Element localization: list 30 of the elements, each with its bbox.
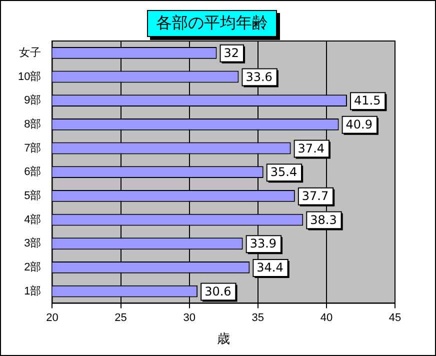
y-tick-label: 3部 [24,236,42,250]
y-tick-label: 2部 [24,260,42,274]
data-label: 37.7 [302,189,329,204]
data-label: 33.9 [250,236,277,251]
y-tick-label: 7部 [24,141,42,154]
x-tick-label: 40 [320,312,333,324]
x-tick-label: 20 [46,312,58,324]
y-tick-label: 9部 [24,94,42,107]
x-tick-label: 30 [183,312,196,324]
data-label: 34.4 [256,260,284,275]
y-tick-label: 8部 [24,117,42,130]
data-label: 30.6 [204,284,232,298]
data-label: 41.5 [354,94,381,108]
data-label: 33.6 [246,70,272,84]
y-tick-label: 5部 [24,188,42,202]
x-tick-label: 35 [252,312,264,324]
data-label: 37.4 [298,141,325,156]
y-tick-label: 10部 [18,70,42,83]
y-tick-label: 女子 [19,46,42,59]
y-tick-label: 1部 [24,284,42,298]
data-label: 35.4 [270,165,298,180]
x-tick-label: 45 [388,312,402,324]
x-axis-title: 歳 [217,330,230,346]
data-label: 40.9 [346,118,373,132]
x-tick-label: 25 [114,312,127,324]
data-label: 38.3 [310,212,337,227]
chart-title: 各部の平均年齢 [147,10,277,37]
y-tick-label: 4部 [24,212,42,226]
data-label: 32 [224,46,240,60]
y-tick-label: 6部 [24,165,42,178]
